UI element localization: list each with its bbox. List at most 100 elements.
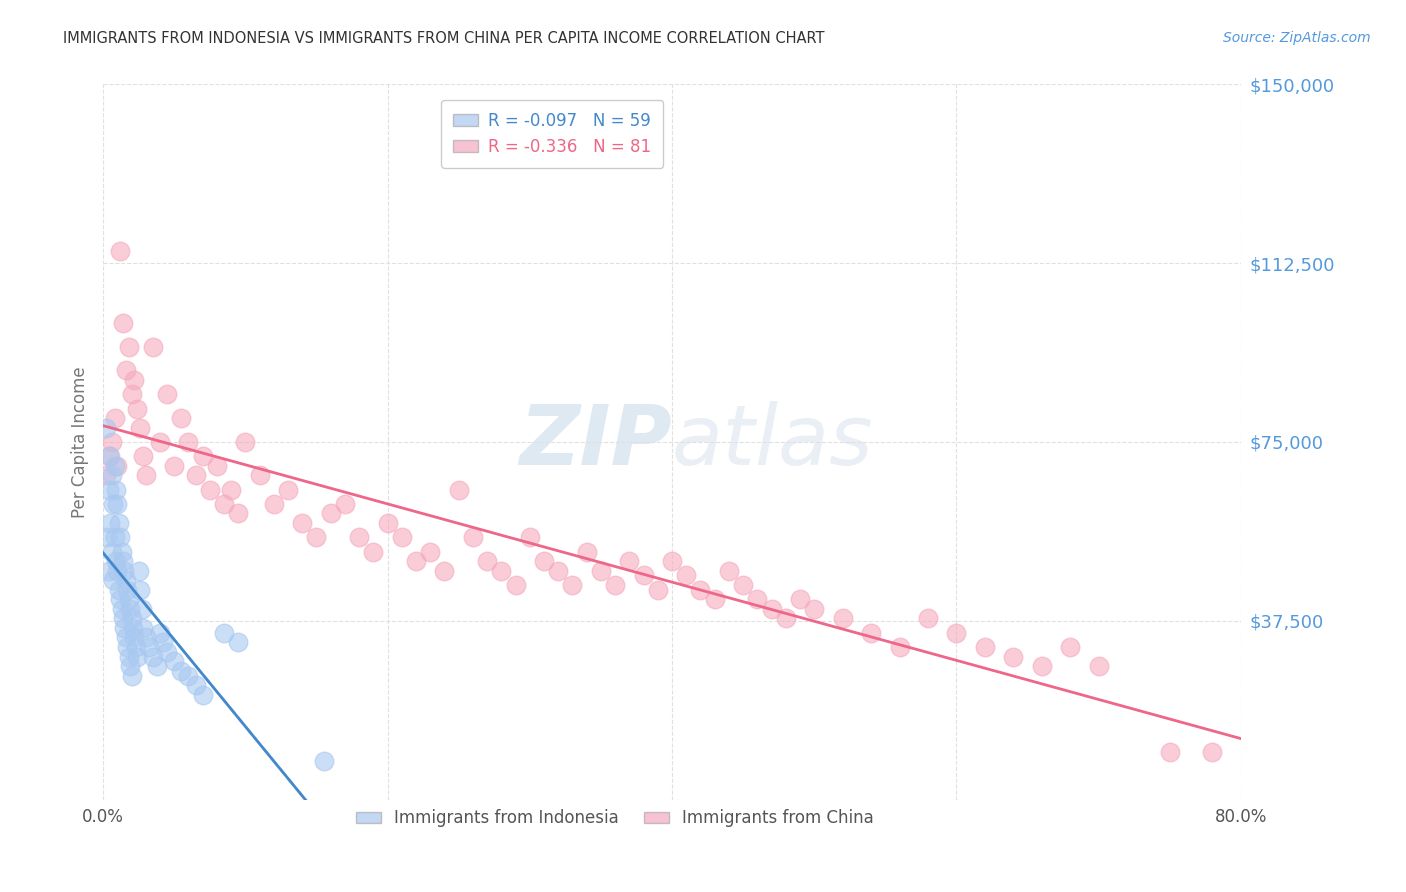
Point xyxy=(761,602,783,616)
Text: IMMIGRANTS FROM INDONESIA VS IMMIGRANTS FROM CHINA PER CAPITA INCOME CORRELATION: IMMIGRANTS FROM INDONESIA VS IMMIGRANTS … xyxy=(63,31,825,46)
Point xyxy=(163,458,186,473)
Point xyxy=(1087,659,1109,673)
Point xyxy=(170,664,193,678)
Point xyxy=(115,573,138,587)
Point xyxy=(112,316,135,330)
Legend: Immigrants from Indonesia, Immigrants from China: Immigrants from Indonesia, Immigrants fr… xyxy=(349,803,882,834)
Point xyxy=(120,659,142,673)
Point xyxy=(1059,640,1081,654)
Point xyxy=(633,568,655,582)
Point xyxy=(108,530,131,544)
Point xyxy=(138,640,160,654)
Point xyxy=(177,434,200,449)
Point xyxy=(1031,659,1053,673)
Point xyxy=(135,468,157,483)
Point xyxy=(170,411,193,425)
Point xyxy=(447,483,470,497)
Point xyxy=(917,611,939,625)
Point xyxy=(803,602,825,616)
Point xyxy=(405,554,427,568)
Point xyxy=(319,507,342,521)
Point xyxy=(717,564,740,578)
Point xyxy=(108,244,131,259)
Point xyxy=(235,434,257,449)
Point xyxy=(152,635,174,649)
Point xyxy=(96,530,118,544)
Point xyxy=(105,497,128,511)
Point xyxy=(277,483,299,497)
Point xyxy=(733,578,755,592)
Point xyxy=(103,411,125,425)
Point xyxy=(131,602,153,616)
Point xyxy=(132,621,155,635)
Point xyxy=(124,373,146,387)
Point xyxy=(789,592,811,607)
Point xyxy=(305,530,328,544)
Point xyxy=(647,582,669,597)
Point xyxy=(100,434,122,449)
Point xyxy=(100,544,122,558)
Point xyxy=(115,363,138,377)
Point xyxy=(149,434,172,449)
Point xyxy=(129,582,152,597)
Point xyxy=(363,544,385,558)
Point xyxy=(831,611,853,625)
Point xyxy=(184,678,207,692)
Y-axis label: Per Capita Income: Per Capita Income xyxy=(72,367,89,517)
Point xyxy=(121,387,143,401)
Point xyxy=(107,582,129,597)
Point xyxy=(575,544,598,558)
Point xyxy=(125,640,148,654)
Point xyxy=(124,631,146,645)
Point xyxy=(1201,745,1223,759)
Point xyxy=(461,530,484,544)
Point xyxy=(142,340,165,354)
Point xyxy=(226,507,249,521)
Point xyxy=(661,554,683,568)
Point xyxy=(98,516,121,530)
Point xyxy=(391,530,413,544)
Point xyxy=(107,516,129,530)
Point xyxy=(505,578,527,592)
Point xyxy=(121,668,143,682)
Point xyxy=(419,544,441,558)
Point xyxy=(117,582,139,597)
Point xyxy=(377,516,399,530)
Point xyxy=(889,640,911,654)
Text: atlas: atlas xyxy=(672,401,873,483)
Point xyxy=(108,592,131,607)
Point xyxy=(212,625,235,640)
Point xyxy=(156,387,179,401)
Point xyxy=(132,450,155,464)
Point xyxy=(775,611,797,625)
Point xyxy=(605,578,627,592)
Point xyxy=(191,688,214,702)
Point xyxy=(163,654,186,668)
Point xyxy=(103,530,125,544)
Point xyxy=(121,611,143,625)
Point xyxy=(312,755,335,769)
Point xyxy=(149,625,172,640)
Point xyxy=(101,497,124,511)
Point xyxy=(97,483,120,497)
Point xyxy=(675,568,697,582)
Point xyxy=(589,564,612,578)
Point xyxy=(547,564,569,578)
Point xyxy=(114,621,136,635)
Point xyxy=(263,497,285,511)
Point xyxy=(127,649,149,664)
Point xyxy=(110,602,132,616)
Point xyxy=(703,592,725,607)
Point xyxy=(129,420,152,434)
Point xyxy=(112,611,135,625)
Point xyxy=(94,468,117,483)
Point xyxy=(110,544,132,558)
Point xyxy=(198,483,221,497)
Point xyxy=(146,659,169,673)
Point xyxy=(97,450,120,464)
Point xyxy=(249,468,271,483)
Point xyxy=(122,621,145,635)
Point xyxy=(747,592,769,607)
Point xyxy=(105,458,128,473)
Point xyxy=(105,564,128,578)
